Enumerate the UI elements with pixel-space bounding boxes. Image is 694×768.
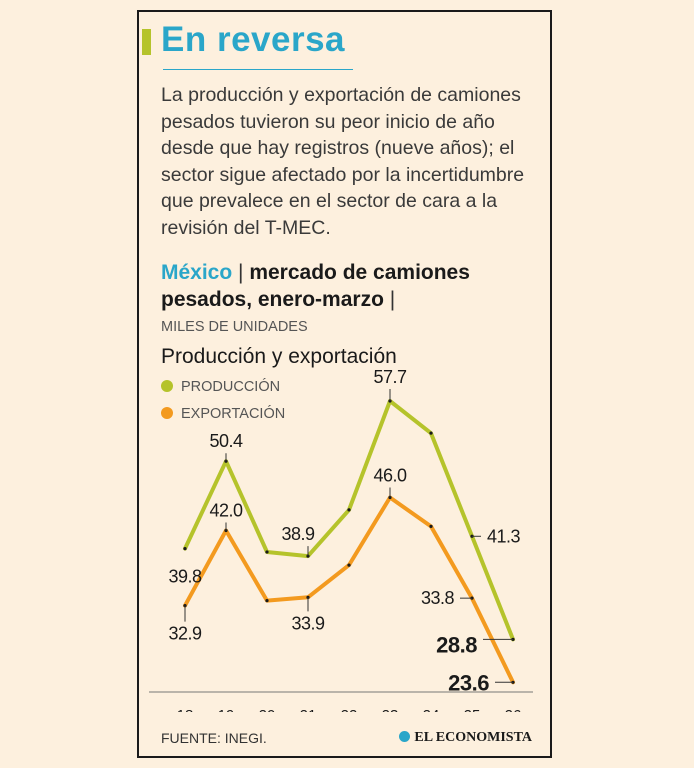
heading-separator: | [232, 261, 250, 284]
x-tick-label: 20 [259, 707, 276, 712]
legend-label-exportacion: EXPORTACIÓN [181, 406, 286, 422]
heading-text: mercado de camiones pesados, enero-marzo [161, 261, 470, 311]
title-underline [163, 69, 353, 70]
subtitle: La producción y exportación de camiones … [161, 84, 525, 239]
heading-separator-end: | [383, 288, 396, 311]
title-accent-bar [142, 29, 151, 55]
legend-exportacion: EXPORTACIÓN [161, 406, 285, 422]
data-label: 39.8 [168, 567, 202, 587]
legend-dot-produccion [161, 380, 173, 392]
brand-logo: EL ECONOMISTA [399, 730, 532, 746]
x-tick-label: 23 [382, 707, 399, 712]
data-label: 38.9 [281, 524, 315, 544]
chart-heading: México | mercado de camiones pesados, en… [161, 259, 551, 313]
x-tick-label: 18 [177, 707, 194, 712]
legend-produccion: PRODUCCIÓN [161, 379, 280, 395]
brand-icon [399, 731, 411, 742]
units-label: MILES DE UNIDADES [161, 319, 308, 335]
x-tick-label: 24 [423, 707, 440, 712]
data-point [429, 524, 433, 528]
x-tick-label: 26 [505, 707, 522, 712]
data-label: 23.6 [448, 670, 489, 695]
data-label: 57.7 [373, 367, 407, 387]
data-point [265, 550, 269, 554]
x-tick-label: 19 [218, 707, 235, 712]
heading-country: México [161, 261, 233, 284]
legend-label-produccion: PRODUCCIÓN [181, 379, 281, 395]
data-label: 50.4 [209, 431, 243, 451]
legend-dot-exportacion [161, 407, 173, 419]
x-tick-label: 21 [300, 707, 317, 712]
line-chart: 18 19 20 21 22 23 24 25 26 39.8 50.4 38.9 57.7 41.3 28… [149, 367, 533, 712]
data-point [265, 599, 269, 603]
data-label: 28.8 [436, 632, 477, 657]
data-label: 33.9 [291, 613, 325, 633]
x-tick-label: 22 [341, 707, 358, 712]
source-note: FUENTE: INEGI. [161, 730, 267, 746]
data-label: 32.9 [168, 624, 202, 644]
data-label: 41.3 [487, 526, 521, 546]
section-title: Producción y exportación [161, 345, 397, 368]
data-point [429, 431, 433, 435]
data-label: 46.0 [373, 466, 407, 486]
data-point [183, 547, 187, 551]
data-point [347, 563, 351, 567]
x-tick-label: 25 [464, 707, 481, 712]
infographic-card: En reversa La producción y exportación d… [137, 10, 552, 758]
data-label: 42.0 [209, 501, 243, 521]
brand-name: EL ECONOMISTA [414, 730, 532, 745]
page-title: En reversa [161, 20, 346, 59]
data-point [306, 554, 310, 558]
data-point [347, 508, 351, 512]
data-label: 33.8 [421, 588, 455, 608]
